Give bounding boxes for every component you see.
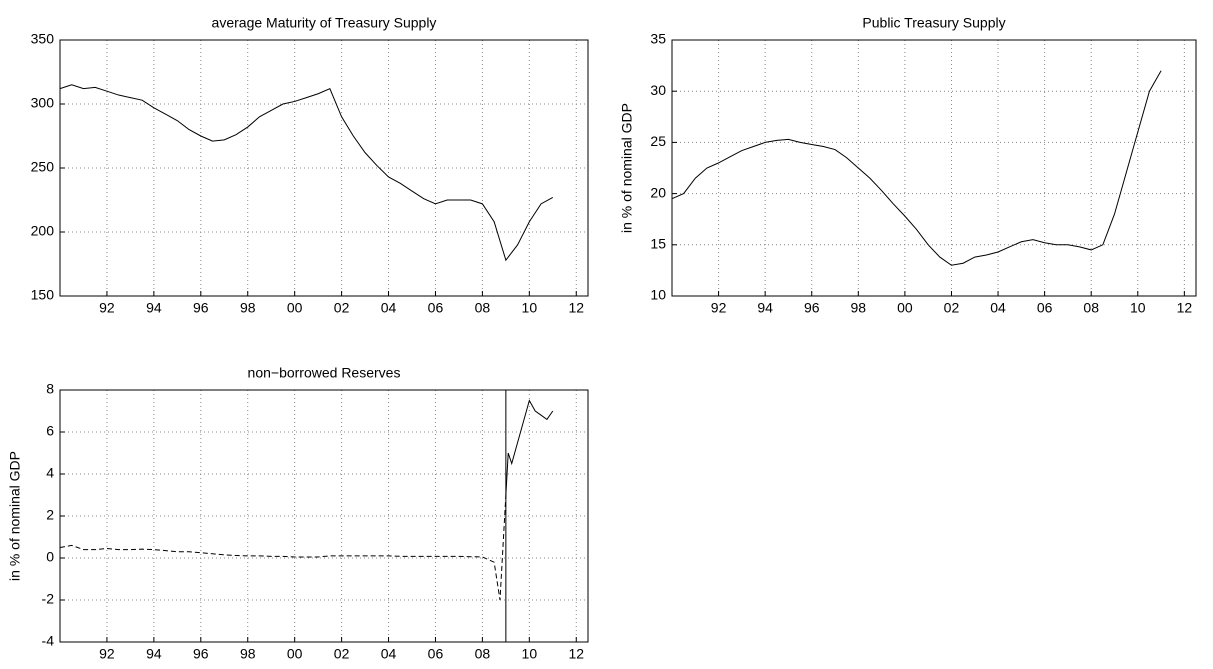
x-tick-label: 92 (99, 646, 115, 662)
y-tick-label: -4 (42, 633, 55, 649)
x-tick-label: 00 (287, 300, 303, 316)
axes-box (671, 39, 1197, 297)
x-tick-label: 98 (240, 300, 256, 316)
x-tick-label: 94 (146, 646, 162, 662)
x-tick-label: 12 (1177, 300, 1193, 316)
y-tick-label: 8 (46, 381, 54, 397)
y-axis-label: in % of nominal GDP (7, 451, 23, 581)
x-tick-label: 02 (944, 300, 960, 316)
x-tick-label: 98 (851, 300, 867, 316)
axes-box (59, 39, 589, 297)
y-tick-label: -2 (42, 591, 55, 607)
data-line (505, 399, 554, 496)
x-tick-label: 02 (334, 300, 350, 316)
y-tick-label: 30 (650, 82, 666, 98)
y-tick-label: 300 (31, 95, 55, 111)
x-tick-label: 12 (568, 646, 584, 662)
x-tick-label: 92 (711, 300, 727, 316)
y-tick-label: 350 (31, 31, 55, 47)
data-line (59, 84, 554, 262)
y-tick-label: 0 (46, 549, 54, 565)
data-line (671, 70, 1162, 266)
y-tick-label: 250 (31, 159, 55, 175)
x-tick-label: 08 (1083, 300, 1099, 316)
y-tick-label: 35 (650, 31, 666, 47)
y-tick-label: 150 (31, 287, 55, 303)
x-tick-label: 04 (381, 300, 397, 316)
x-tick-label: 96 (804, 300, 820, 316)
chart-title: non−borrowed Reserves (248, 365, 401, 381)
y-tick-label: 20 (650, 184, 666, 200)
x-tick-label: 98 (240, 646, 256, 662)
y-axis-label: in % of nominal GDP (619, 103, 635, 233)
x-tick-label: 04 (381, 646, 397, 662)
x-tick-label: 06 (1037, 300, 1053, 316)
x-tick-label: 94 (146, 300, 162, 316)
y-tick-label: 10 (650, 287, 666, 303)
x-tick-label: 10 (522, 300, 538, 316)
y-tick-label: 15 (650, 236, 666, 252)
data-line (59, 494, 507, 601)
x-tick-label: 94 (757, 300, 773, 316)
y-tick-label: 200 (31, 223, 55, 239)
x-tick-label: 10 (1130, 300, 1146, 316)
x-tick-label: 08 (475, 300, 491, 316)
x-tick-label: 04 (990, 300, 1006, 316)
x-tick-label: 00 (897, 300, 913, 316)
x-tick-label: 06 (428, 300, 444, 316)
chart-title: average Maturity of Treasury Supply (212, 15, 437, 31)
x-tick-label: 10 (522, 646, 538, 662)
x-tick-label: 96 (193, 300, 209, 316)
y-tick-label: 25 (650, 133, 666, 149)
x-tick-label: 02 (334, 646, 350, 662)
y-tick-label: 4 (46, 465, 54, 481)
y-tick-label: 6 (46, 423, 54, 439)
y-tick-label: 2 (46, 507, 54, 523)
x-tick-label: 96 (193, 646, 209, 662)
x-tick-label: 92 (99, 300, 115, 316)
chart-title: Public Treasury Supply (862, 15, 1005, 31)
x-tick-label: 00 (287, 646, 303, 662)
x-tick-label: 06 (428, 646, 444, 662)
axes-box (59, 389, 589, 643)
x-tick-label: 08 (475, 646, 491, 662)
x-tick-label: 12 (568, 300, 584, 316)
